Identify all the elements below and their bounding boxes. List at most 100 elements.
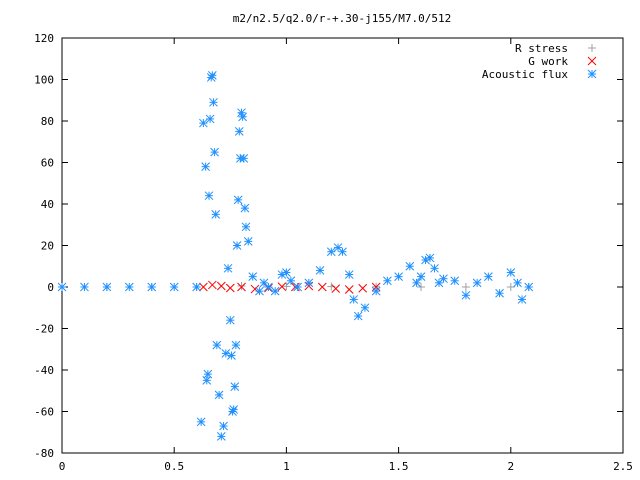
data-point bbox=[102, 282, 112, 292]
data-point bbox=[196, 417, 206, 427]
data-point bbox=[484, 272, 493, 281]
x-tick-label: 0 bbox=[59, 460, 66, 473]
data-point bbox=[211, 210, 221, 219]
data-point bbox=[495, 288, 504, 298]
data-point bbox=[237, 281, 246, 290]
data-point bbox=[225, 283, 235, 293]
data-point bbox=[80, 282, 89, 292]
data-point bbox=[416, 272, 426, 281]
data-point bbox=[270, 286, 280, 296]
data-point bbox=[344, 285, 354, 294]
data-point bbox=[199, 282, 208, 292]
data-point bbox=[234, 127, 244, 136]
data-point bbox=[264, 282, 273, 292]
data-point bbox=[394, 272, 403, 281]
data-point bbox=[223, 263, 233, 273]
data-point bbox=[293, 282, 302, 292]
data-point bbox=[360, 303, 370, 313]
data-point bbox=[461, 283, 470, 291]
data-point bbox=[210, 147, 219, 157]
data-point bbox=[192, 282, 201, 292]
data-point bbox=[207, 70, 217, 80]
data-point bbox=[233, 195, 243, 205]
y-tick-label: -40 bbox=[34, 364, 54, 377]
data-point bbox=[207, 280, 217, 290]
data-point bbox=[333, 243, 343, 252]
legend-marker bbox=[587, 69, 597, 79]
data-point bbox=[338, 247, 347, 257]
data-point bbox=[358, 283, 368, 293]
x-tick-label: 0.5 bbox=[164, 460, 184, 473]
y-tick-label: 80 bbox=[41, 115, 54, 128]
data-point bbox=[430, 263, 439, 273]
data-point bbox=[228, 407, 237, 416]
data-point bbox=[472, 278, 482, 288]
data-point bbox=[405, 261, 415, 271]
y-tick-label: 100 bbox=[34, 74, 54, 87]
data-point bbox=[506, 283, 515, 291]
data-point bbox=[250, 284, 260, 294]
legend-marker bbox=[587, 56, 597, 66]
data-point bbox=[517, 295, 527, 304]
data-point bbox=[243, 236, 253, 246]
y-tick-label: 120 bbox=[34, 32, 54, 45]
data-point bbox=[506, 268, 516, 277]
x-tick-label: 1 bbox=[283, 460, 290, 473]
y-tick-label: 40 bbox=[41, 198, 54, 211]
y-tick-label: -60 bbox=[34, 406, 54, 419]
data-point bbox=[169, 282, 179, 292]
data-point bbox=[219, 421, 228, 431]
data-point bbox=[315, 266, 325, 275]
y-tick-label: -20 bbox=[34, 323, 54, 336]
x-axis: 0 0.5 1 1.5 2 2.5 bbox=[59, 38, 633, 473]
data-point bbox=[216, 281, 226, 291]
data-point bbox=[450, 276, 460, 286]
y-tick-label: 20 bbox=[41, 240, 54, 253]
data-point bbox=[232, 241, 242, 250]
data-point bbox=[513, 278, 522, 288]
data-point bbox=[204, 191, 214, 201]
y-axis: -80 -60 -40 -20 0 20 40 60 80 100 120 bbox=[34, 32, 623, 460]
data-point bbox=[216, 432, 226, 441]
data-point bbox=[227, 351, 236, 360]
data-point bbox=[229, 405, 239, 414]
y-tick-label: 0 bbox=[47, 281, 54, 294]
data-point bbox=[203, 369, 213, 379]
series-g-work bbox=[199, 280, 381, 294]
series-acoustic-flux bbox=[57, 70, 534, 441]
data-point bbox=[230, 382, 240, 391]
data-point bbox=[205, 114, 215, 124]
data-point bbox=[439, 274, 448, 284]
data-point bbox=[344, 270, 354, 279]
plot-area-border bbox=[61, 37, 624, 454]
data-point bbox=[209, 97, 218, 107]
data-point bbox=[221, 349, 231, 358]
data-point bbox=[212, 340, 222, 350]
data-point bbox=[237, 282, 246, 292]
data-point bbox=[199, 118, 208, 128]
data-point bbox=[231, 340, 241, 350]
data-point bbox=[201, 162, 210, 172]
y-tick-label: -80 bbox=[34, 447, 54, 460]
data-marks bbox=[57, 70, 534, 441]
chart-title: m2/n2.5/q2.0/r-+.30-j155/M7.0/512 bbox=[233, 12, 452, 25]
data-point bbox=[326, 247, 336, 257]
data-point bbox=[240, 203, 250, 213]
data-point bbox=[248, 272, 258, 281]
data-point bbox=[147, 282, 157, 292]
x-tick-label: 2.5 bbox=[613, 460, 633, 473]
data-point bbox=[282, 268, 291, 277]
data-point bbox=[259, 278, 269, 288]
data-point bbox=[412, 278, 421, 288]
data-point bbox=[349, 295, 359, 304]
data-point bbox=[317, 282, 327, 292]
data-point bbox=[124, 282, 134, 292]
data-point bbox=[383, 276, 392, 286]
data-point bbox=[425, 253, 435, 263]
legend-label: R stress bbox=[515, 42, 568, 55]
data-point bbox=[282, 282, 291, 291]
legend-label: Acoustic flux bbox=[482, 68, 568, 81]
y-tick-label: 60 bbox=[41, 157, 54, 170]
